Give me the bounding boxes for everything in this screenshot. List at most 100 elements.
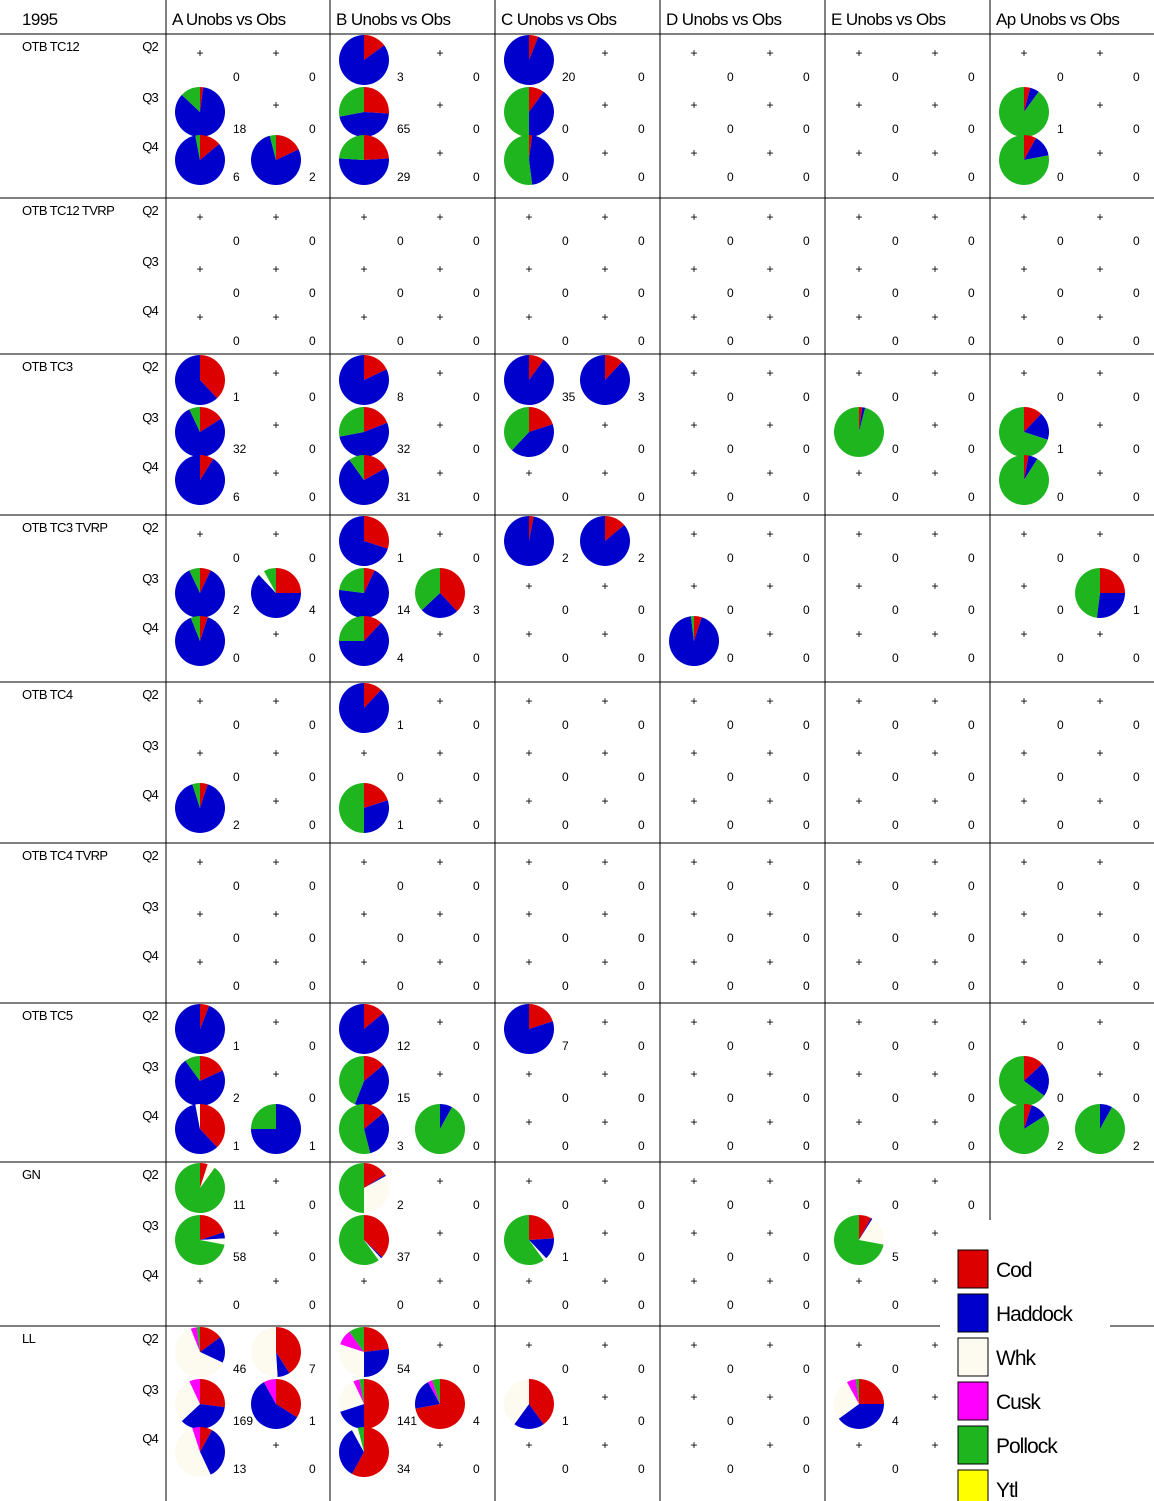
- empty-marker: +: [690, 1438, 697, 1452]
- empty-marker: +: [690, 1115, 697, 1129]
- pie-slice-haddock: [669, 616, 720, 667]
- sample-count: 0: [638, 490, 645, 504]
- pie-slice-haddock: [339, 35, 390, 86]
- pie-slice-cusk: [263, 1379, 276, 1404]
- empty-marker: +: [601, 907, 608, 921]
- pie-slice-haddock: [364, 1348, 389, 1377]
- sample-count: 0: [309, 1250, 316, 1264]
- pie-slice-cod: [276, 568, 301, 593]
- empty-marker: +: [931, 1438, 938, 1452]
- sample-count: 0: [309, 286, 316, 300]
- pie-slice-cod: [364, 683, 382, 708]
- pie-slice-haddock: [175, 784, 225, 833]
- sample-count: 34: [397, 1462, 411, 1476]
- sample-count: 35: [562, 390, 576, 404]
- empty-marker: +: [855, 579, 862, 593]
- sample-count: 141: [397, 1414, 417, 1428]
- sample-count: 0: [562, 770, 569, 784]
- pie-slice-cod: [859, 1215, 872, 1240]
- pie-slice-haddock: [529, 135, 554, 185]
- sample-count: 31: [397, 490, 411, 504]
- sample-count: 0: [473, 234, 480, 248]
- column-header: Ap Unobs vs Obs: [996, 10, 1119, 29]
- pie-chart: [999, 1104, 1050, 1154]
- empty-marker: +: [1096, 527, 1103, 541]
- sample-count: 0: [309, 490, 316, 504]
- pie-slice-haddock: [200, 1337, 225, 1363]
- sample-count: 0: [1057, 979, 1064, 993]
- empty-marker: +: [525, 907, 532, 921]
- sample-count: 0: [397, 1298, 404, 1312]
- empty-marker: +: [690, 146, 697, 160]
- pie-slice-cod: [200, 407, 222, 432]
- sample-count: 0: [1133, 442, 1140, 456]
- sample-count: 0: [562, 1091, 569, 1105]
- pie-slice-whk: [175, 1428, 211, 1477]
- pie-slice-haddock: [504, 355, 555, 405]
- sample-count: 0: [638, 770, 645, 784]
- sample-count: 0: [968, 490, 975, 504]
- pie-chart: [338, 1104, 389, 1154]
- empty-marker: +: [196, 310, 203, 324]
- empty-marker: +: [360, 1274, 367, 1288]
- sample-count: 0: [233, 979, 240, 993]
- sample-count: 0: [397, 286, 404, 300]
- pie-chart: [339, 1004, 390, 1054]
- pie-slice-cod: [200, 1163, 208, 1188]
- quarter-label: Q4: [142, 459, 158, 474]
- empty-marker: +: [601, 1438, 608, 1452]
- pie-chart: [339, 1056, 389, 1106]
- sample-count: 0: [727, 651, 734, 665]
- sample-count: 0: [892, 770, 899, 784]
- sample-count: 0: [1057, 551, 1064, 565]
- pie-chart: [669, 616, 720, 667]
- pie-chart: [504, 1004, 555, 1055]
- pie-chart: [175, 407, 226, 458]
- sample-count: 0: [1133, 770, 1140, 784]
- sample-count: 0: [968, 70, 975, 84]
- pie-chart: [175, 87, 226, 138]
- sample-count: 1: [1057, 442, 1064, 456]
- empty-marker: +: [360, 907, 367, 921]
- empty-marker: +: [1096, 310, 1103, 324]
- sample-count: 0: [473, 1250, 480, 1264]
- sample-count: 0: [803, 1250, 810, 1264]
- sample-count: 0: [638, 818, 645, 832]
- sample-count: 0: [638, 931, 645, 945]
- empty-marker: +: [855, 1438, 862, 1452]
- pie-slice-cod: [529, 516, 534, 541]
- empty-marker: +: [525, 310, 532, 324]
- pie-slice-pollock: [349, 1327, 364, 1352]
- sample-count: 0: [1133, 1039, 1140, 1053]
- pie-slice-cod: [859, 407, 863, 432]
- pie-slice-pollock: [504, 407, 529, 451]
- pie-slice-cusk: [427, 1380, 440, 1404]
- empty-marker: +: [690, 1274, 697, 1288]
- pie-chart: [999, 1056, 1049, 1106]
- pie-slice-cod: [364, 355, 387, 380]
- sample-count: 0: [803, 170, 810, 184]
- sample-count: 0: [562, 931, 569, 945]
- sample-count: 0: [803, 334, 810, 348]
- pie-slice-haddock: [529, 1238, 554, 1259]
- empty-marker: +: [931, 1274, 938, 1288]
- pie-slice-cod: [364, 407, 388, 432]
- pie-slice-haddock: [340, 1404, 364, 1429]
- pie-slice-pollock: [833, 407, 884, 457]
- sample-count: 0: [638, 1298, 645, 1312]
- pie-slice-cod: [605, 355, 623, 380]
- sample-count: 65: [397, 122, 411, 136]
- pie-chart: [175, 783, 225, 833]
- sample-count: 0: [309, 818, 316, 832]
- sample-count: 0: [309, 770, 316, 784]
- column-header: C Unobs vs Obs: [501, 10, 616, 29]
- sample-count: 3: [397, 70, 404, 84]
- sample-count: 0: [803, 651, 810, 665]
- sample-count: 6: [233, 170, 240, 184]
- pie-slice-cod: [364, 1327, 389, 1352]
- pie-slice-cod: [200, 455, 214, 480]
- gear-label: GN: [22, 1167, 41, 1182]
- sample-count: 0: [638, 1462, 645, 1476]
- sample-count: 0: [892, 1198, 899, 1212]
